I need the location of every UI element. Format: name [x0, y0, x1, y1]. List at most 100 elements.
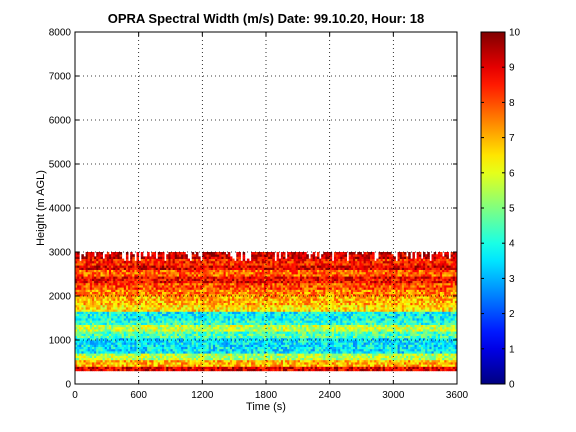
- heatmap-cell: [251, 269, 254, 273]
- heatmap-cell: [227, 258, 231, 262]
- heatmap-cell: [111, 280, 114, 284]
- heatmap-cell: [140, 309, 144, 312]
- heatmap-cell: [142, 260, 146, 264]
- heatmap-cell: [225, 353, 229, 356]
- heatmap-cell: [145, 322, 148, 325]
- heatmap-cell: [208, 252, 212, 255]
- heatmap-cell: [140, 274, 144, 277]
- heatmap-cell: [185, 318, 188, 321]
- heatmap-cell: [142, 346, 146, 350]
- heatmap-cell: [215, 320, 218, 323]
- heatmap-cell: [123, 298, 127, 301]
- heatmap-cell: [259, 304, 263, 308]
- heatmap-cell: [206, 331, 210, 334]
- heatmap-cell: [249, 318, 252, 321]
- heatmap-cell: [174, 322, 178, 325]
- heatmap-cell: [200, 289, 203, 292]
- heatmap-cell: [113, 298, 116, 301]
- heatmap-cell: [125, 359, 129, 363]
- heatmap-cell: [108, 340, 112, 343]
- heatmap-cell: [130, 282, 133, 286]
- heatmap-cell: [236, 276, 239, 279]
- heatmap-cell: [200, 353, 203, 356]
- heatmap-cell: [166, 263, 169, 266]
- heatmap-cell: [117, 329, 120, 332]
- heatmap-cell: [138, 333, 142, 336]
- heatmap-cell: [219, 320, 222, 323]
- heatmap-cell: [221, 340, 224, 343]
- heatmap-cell: [125, 271, 129, 275]
- heatmap-cell: [253, 351, 256, 354]
- heatmap-cell: [102, 276, 106, 279]
- heatmap-cell: [157, 307, 161, 310]
- heatmap-cell: [212, 302, 216, 306]
- heatmap-cell: [132, 329, 135, 332]
- heatmap-cell: [234, 315, 237, 319]
- heatmap-cell: [102, 326, 106, 330]
- heatmap-cell: [130, 351, 133, 354]
- heatmap-cell: [104, 342, 108, 345]
- heatmap-cell: [91, 307, 95, 310]
- heatmap-cell: [134, 265, 137, 268]
- heatmap-cell: [198, 274, 201, 277]
- heatmap-cell: [166, 271, 169, 275]
- heatmap-cell: [263, 329, 267, 332]
- heatmap-cell: [113, 265, 116, 268]
- heatmap-cell: [183, 315, 186, 319]
- heatmap-cell: [119, 315, 123, 319]
- heatmap-cell: [159, 315, 163, 319]
- heatmap-cell: [219, 337, 222, 341]
- heatmap-cell: [89, 280, 93, 284]
- heatmap-cell: [242, 326, 246, 330]
- heatmap-cell: [115, 357, 118, 361]
- heatmap-cell: [193, 313, 197, 317]
- heatmap-cell: [193, 368, 197, 372]
- heatmap-cell: [130, 359, 133, 363]
- heatmap-cell: [96, 368, 99, 372]
- heatmap-cell: [240, 280, 244, 284]
- heatmap-cell: [164, 340, 167, 343]
- heatmap-cell: [79, 359, 82, 363]
- heatmap-cell: [259, 254, 263, 257]
- heatmap-cell: [128, 289, 131, 292]
- heatmap-cell: [153, 274, 157, 277]
- heatmap-cell: [170, 344, 174, 347]
- heatmap-cell: [236, 282, 239, 286]
- heatmap-cell: [98, 351, 101, 354]
- heatmap-cell: [115, 326, 118, 330]
- heatmap-cell: [111, 311, 114, 314]
- heatmap-cell: [236, 287, 239, 290]
- heatmap-cell: [147, 287, 150, 290]
- heatmap-cell: [81, 333, 84, 336]
- heatmap-cell: [128, 293, 131, 297]
- heatmap-cell: [155, 274, 159, 277]
- heatmap-cell: [104, 335, 108, 339]
- heatmap-cell: [149, 329, 152, 332]
- heatmap-cell: [257, 320, 261, 323]
- heatmap-cell: [166, 357, 169, 361]
- heatmap-cell: [191, 302, 195, 306]
- heatmap-cell: [189, 333, 193, 336]
- heatmap-cell: [242, 265, 246, 268]
- heatmap-cell: [246, 307, 250, 310]
- heatmap-cell: [119, 274, 123, 277]
- heatmap-cell: [187, 355, 190, 358]
- heatmap-cell: [255, 329, 258, 332]
- heatmap-cell: [149, 302, 152, 306]
- heatmap-cell: [249, 300, 252, 303]
- heatmap-cell: [96, 267, 99, 270]
- heatmap-cell: [210, 331, 214, 334]
- heatmap-cell: [266, 296, 269, 299]
- heatmap-cell: [142, 296, 146, 299]
- heatmap-cell: [172, 311, 176, 314]
- heatmap-cell: [223, 278, 227, 281]
- heatmap-cell: [223, 311, 227, 314]
- heatmap-cell: [246, 337, 250, 341]
- heatmap-cell: [174, 324, 178, 328]
- heatmap-cell: [79, 289, 82, 292]
- heatmap-cell: [236, 274, 239, 277]
- heatmap-cell: [236, 344, 239, 347]
- heatmap-cell: [236, 269, 239, 273]
- heatmap-cell: [91, 302, 95, 306]
- heatmap-cell: [204, 265, 207, 268]
